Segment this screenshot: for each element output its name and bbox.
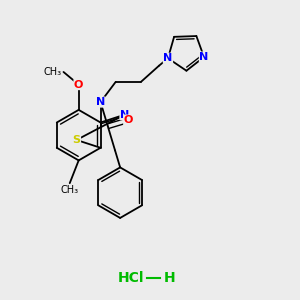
- Text: N: N: [120, 110, 129, 120]
- Text: N: N: [200, 52, 208, 62]
- Text: N: N: [163, 53, 172, 63]
- Text: S: S: [73, 135, 80, 145]
- Text: HCl: HCl: [118, 271, 144, 285]
- Text: CH₃: CH₃: [61, 184, 79, 195]
- Text: N: N: [96, 97, 105, 107]
- Text: H: H: [164, 271, 175, 285]
- Text: O: O: [124, 115, 133, 125]
- Text: CH₃: CH₃: [44, 67, 62, 77]
- Text: O: O: [74, 80, 83, 90]
